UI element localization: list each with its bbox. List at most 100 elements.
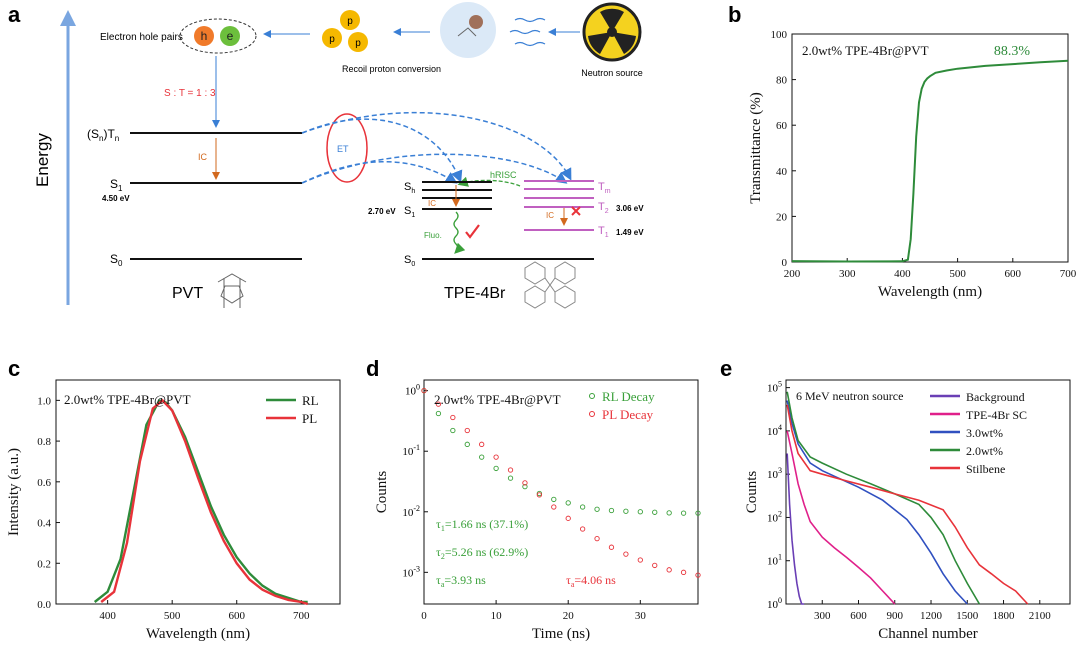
- x-tick-label: 300: [814, 610, 831, 622]
- data-point: [464, 441, 470, 447]
- collision-sphere-icon: [440, 2, 496, 58]
- hrisc-label: hRISC: [490, 170, 517, 180]
- t1-energy: 1.49 eV: [616, 228, 644, 237]
- proton-icon: [348, 32, 368, 52]
- value-label: 88.3%: [994, 44, 1031, 59]
- ic-label-triplet: IC: [546, 211, 554, 220]
- series-line: [786, 400, 968, 605]
- electron-hole-pairs-label: Electron hole pairs: [100, 32, 183, 43]
- y-tick-label: 102: [767, 509, 782, 524]
- data-point: [594, 535, 600, 542]
- panel-label-b: b: [728, 2, 741, 27]
- check-mark-icon: [465, 224, 480, 239]
- electron-symbol: e: [227, 29, 234, 43]
- electron-icon: [220, 26, 240, 46]
- particle-icon: [469, 15, 483, 29]
- series-line: [791, 59, 1069, 263]
- series-line: [786, 430, 896, 605]
- data-point: [594, 506, 600, 512]
- legend-label: RL: [302, 393, 319, 408]
- panel-a-schematic: a Energy Electron hole pairs h e p p p R…: [8, 2, 644, 309]
- data-point: [623, 508, 629, 514]
- data-point: [493, 465, 499, 472]
- proton-symbol: p: [355, 38, 361, 49]
- sntn-label: (Sn)Tn: [87, 127, 119, 143]
- data-point: [522, 483, 528, 490]
- pvt-s1-label: S1: [110, 177, 123, 193]
- y-tick-label: 20: [776, 211, 788, 223]
- legend-marker: [589, 393, 595, 399]
- radiation-blades-icon: [588, 8, 636, 54]
- series-line: [100, 398, 309, 606]
- x-tick-label: 700: [293, 610, 310, 622]
- pvt-label: PVT: [172, 285, 203, 302]
- legend-label: 2.0wt%: [966, 444, 1003, 458]
- t2-label: T2: [598, 201, 609, 215]
- data-point: [565, 515, 571, 521]
- y-tick-label: 10-1: [402, 443, 420, 458]
- legend-label: RL Decay: [602, 389, 655, 404]
- data-point: [450, 414, 456, 421]
- y-tick-label: 0.0: [37, 599, 51, 611]
- panel-label-d: d: [366, 356, 379, 381]
- tpe-label: TPE-4Br: [444, 285, 506, 302]
- y-tick-label: 0: [782, 257, 788, 269]
- x-tick-label: 1500: [956, 610, 979, 622]
- pvt-s1-energy: 4.50 eV: [102, 194, 130, 203]
- panel-label-e: e: [720, 356, 732, 381]
- data-point: [479, 454, 485, 460]
- data-point: [565, 500, 571, 506]
- chart-annotation: 2.0wt% TPE-4Br@PVT: [434, 392, 561, 407]
- plot-frame: [423, 379, 699, 605]
- x-axis-label: Wavelength (nm): [878, 284, 982, 300]
- y-tick-label: 101: [767, 553, 782, 568]
- y-tick-label: 10-3: [402, 564, 420, 579]
- data-point: [464, 427, 470, 434]
- data-point: [507, 467, 514, 473]
- pvt-s0-label: S0: [110, 252, 123, 268]
- x-tick-label: 1800: [993, 610, 1016, 622]
- data-point: [551, 504, 557, 510]
- proton-icon: [340, 10, 360, 30]
- x-axis-label: Channel number: [878, 626, 978, 642]
- proton-symbol: p: [347, 16, 353, 27]
- t2-energy: 3.06 eV: [616, 204, 644, 213]
- x-tick-label: 600: [850, 610, 867, 622]
- x-tick-label: 500: [164, 610, 181, 622]
- et-label: ET: [337, 144, 349, 154]
- x-tick-label: 400: [894, 268, 911, 280]
- data-point: [623, 551, 629, 557]
- chart-e-pulse-height: 300 600 900 1200 1500 1800 2100 105 104 103 102 101…: [744, 379, 1071, 642]
- ic-label-pvt: IC: [198, 152, 208, 162]
- y-axis-label: Counts: [374, 471, 390, 514]
- y-tick-label: 0.8: [37, 436, 51, 448]
- data-point: [493, 454, 499, 460]
- data-point: [507, 475, 514, 481]
- data-point: [637, 557, 643, 563]
- data-point: [579, 504, 586, 510]
- legend-label: Background: [966, 390, 1025, 404]
- y-tick-label: 0.2: [37, 558, 51, 570]
- y-tick-label: 40: [776, 166, 788, 178]
- fluo-label: Fluo.: [424, 231, 442, 240]
- neutron-waves-icon: [509, 17, 546, 47]
- neutron-source-label: Neutron source: [581, 68, 643, 78]
- legend-label: PL Decay: [602, 407, 654, 422]
- data-point: [450, 427, 456, 434]
- data-point: [579, 526, 586, 532]
- y-tick-label: 0.6: [37, 477, 51, 489]
- y-tick-label: 80: [776, 75, 788, 87]
- legend-label: Stilbene: [966, 462, 1005, 476]
- plot-frame: [55, 379, 341, 605]
- y-axis-label: Intensity (a.u.): [6, 448, 22, 536]
- plot-frame: [791, 33, 1069, 263]
- data-point: [608, 544, 615, 550]
- chart-annotation: 6 MeV neutron source: [796, 389, 903, 403]
- y-tick-label: 0.4: [37, 518, 51, 530]
- et-highlight-circle: [326, 113, 368, 183]
- data-point: [435, 410, 442, 417]
- x-tick-label: 300: [839, 268, 856, 280]
- data-point: [695, 572, 701, 578]
- x-tick-label: 0: [421, 610, 427, 622]
- energy-arrowhead-icon: [60, 10, 76, 26]
